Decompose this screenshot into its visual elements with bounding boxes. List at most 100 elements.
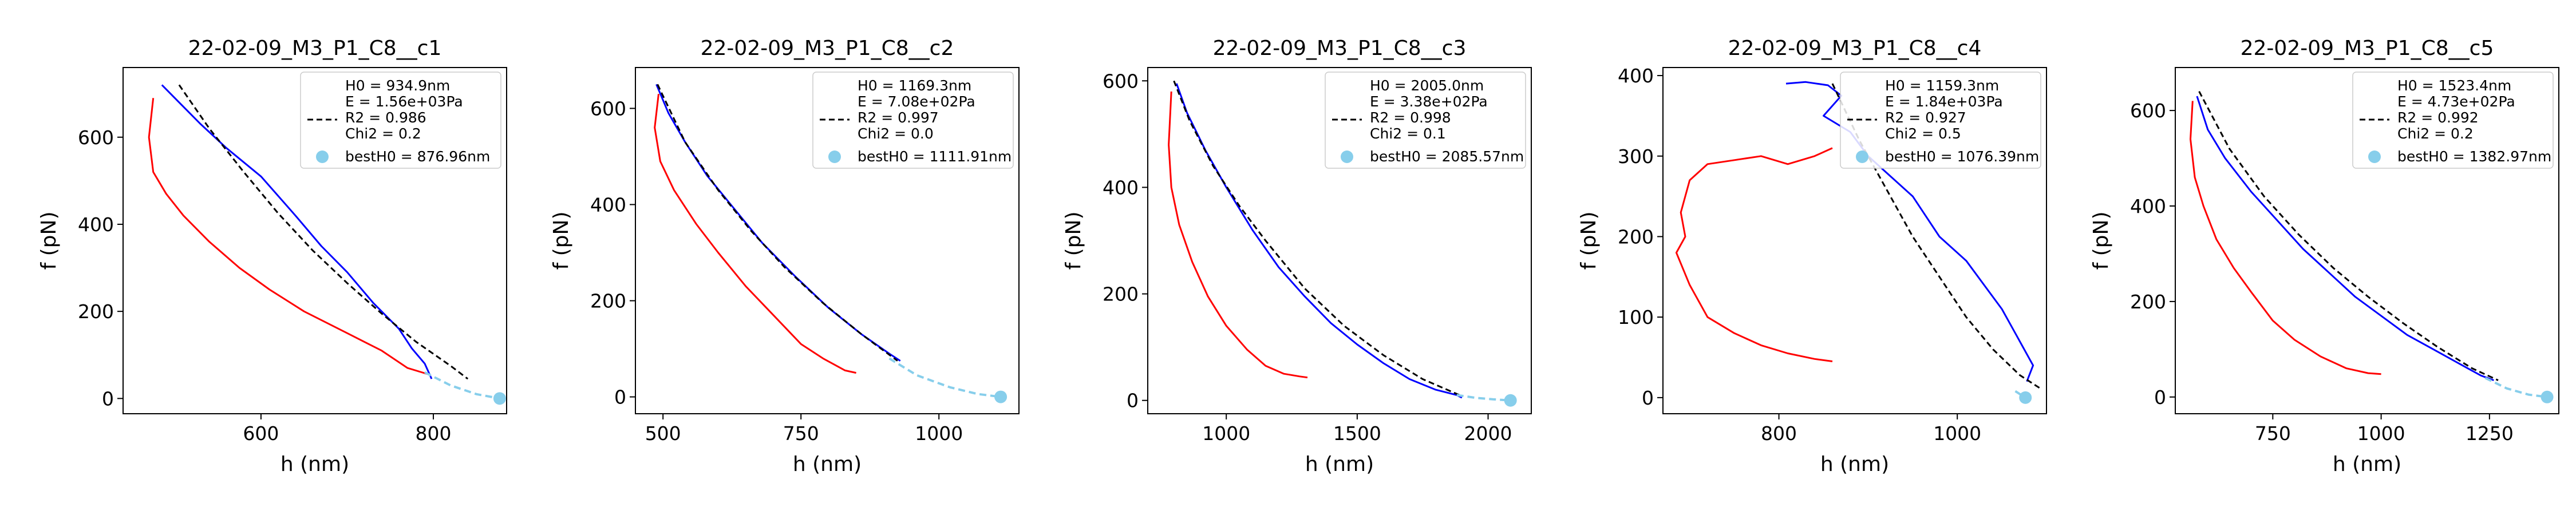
series-approach-line bbox=[655, 84, 901, 362]
best-h0-point bbox=[493, 392, 506, 405]
x-axis-label: h (nm) bbox=[793, 453, 862, 476]
chart-panel-2: 22-02-09_M3_P1_C8__c2 500 750 1000 0 200 400 60… bbox=[550, 37, 1020, 476]
chart-panel-5: 22-02-09_M3_P1_C8__c5 750 1000 1250 0 200 400 6… bbox=[2089, 37, 2559, 476]
series-approach-line bbox=[161, 84, 433, 379]
legend-fit-entry: E = 1.84e+03Pa bbox=[1885, 93, 2003, 110]
x-tick-label: 600 bbox=[243, 422, 279, 445]
chart-title: 22-02-09_M3_P1_C8__c4 bbox=[1728, 37, 1982, 60]
chart-panel-4: 22-02-09_M3_P1_C8__c4 800 1000 0 100 200 300 40… bbox=[1577, 37, 2047, 476]
x-tick-label: 1000 bbox=[1933, 422, 1981, 445]
y-axis-label: f (pN) bbox=[1577, 212, 1601, 270]
chart-title: 22-02-09_M3_P1_C8__c3 bbox=[1213, 37, 1467, 60]
y-tick-label: 0 bbox=[102, 387, 114, 410]
legend-fit-entry: Chi2 = 0.2 bbox=[345, 125, 421, 142]
y-tick-label: 0 bbox=[2154, 386, 2166, 409]
series-extrapolation-line bbox=[2014, 390, 2026, 399]
legend-best-entry: bestH0 = 1382.97nm bbox=[2397, 148, 2551, 165]
legend-box bbox=[1840, 72, 2041, 169]
x-tick-label: 500 bbox=[645, 422, 681, 445]
legend-fit-entry: R2 = 0.927 bbox=[1885, 109, 1966, 126]
y-tick-label: 400 bbox=[1618, 65, 1654, 87]
y-axis-label: f (pN) bbox=[1062, 212, 1085, 270]
legend-fit-entry: R2 = 0.986 bbox=[345, 109, 426, 126]
legend-best-swatch bbox=[316, 150, 329, 163]
x-tick-label: 750 bbox=[2255, 422, 2291, 445]
plot-frame bbox=[123, 67, 507, 414]
x-tick-label: 1500 bbox=[1333, 422, 1381, 445]
series-fit-line bbox=[1173, 80, 1463, 397]
series-retract-line bbox=[1168, 91, 1308, 379]
y-tick-label: 0 bbox=[1127, 390, 1139, 412]
legend-best-entry: bestH0 = 1111.91nm bbox=[858, 148, 1012, 165]
chart-title: 22-02-09_M3_P1_C8__c2 bbox=[701, 37, 954, 60]
y-tick-label: 200 bbox=[2130, 291, 2166, 313]
legend-best-swatch bbox=[1341, 150, 1353, 163]
legend-box bbox=[300, 72, 501, 169]
legend-box bbox=[2352, 72, 2554, 169]
y-tick-label: 600 bbox=[78, 126, 114, 149]
series-extrapolation-line bbox=[424, 371, 500, 400]
series-extrapolation-line bbox=[2484, 377, 2547, 398]
x-tick-label: 1000 bbox=[915, 422, 963, 445]
legend-fit-entry: R2 = 0.997 bbox=[858, 109, 939, 126]
best-h0-point bbox=[2541, 390, 2554, 403]
x-tick-label: 750 bbox=[783, 422, 819, 445]
y-tick-label: 600 bbox=[2130, 100, 2166, 122]
plot-area bbox=[654, 84, 1008, 403]
y-tick-label: 0 bbox=[614, 386, 626, 409]
legend-best-entry: bestH0 = 1076.39nm bbox=[1885, 148, 2039, 165]
legend-fit-entry: Chi2 = 0.1 bbox=[1370, 125, 1446, 142]
x-tick-label: 1000 bbox=[1202, 422, 1250, 445]
chart-panel-3: 22-02-09_M3_P1_C8__c3 1000 1500 2000 0 200 400… bbox=[1062, 37, 1532, 476]
plot-frame bbox=[2175, 67, 2559, 414]
x-axis-label: h (nm) bbox=[1305, 453, 1374, 476]
chart-title: 22-02-09_M3_P1_C8__c1 bbox=[188, 37, 442, 60]
x-tick-label: 1250 bbox=[2466, 422, 2514, 445]
legend-box bbox=[812, 72, 1014, 169]
legend-best-swatch bbox=[1856, 150, 1868, 163]
x-tick-label: 800 bbox=[1761, 422, 1797, 445]
legend-fit-entry: R2 = 0.992 bbox=[2397, 109, 2479, 126]
x-tick-label: 2000 bbox=[1464, 422, 1512, 445]
series-extrapolation-line bbox=[888, 357, 1001, 398]
legend-fit-entry: H0 = 1159.3nm bbox=[1885, 77, 1999, 94]
x-tick-label: 800 bbox=[416, 422, 452, 445]
series-fit-line bbox=[2198, 90, 2499, 381]
series-retract-line bbox=[2190, 101, 2381, 375]
legend-fit-entry: E = 3.38e+02Pa bbox=[1370, 93, 1488, 110]
series-fit-line bbox=[657, 84, 898, 362]
legend-fit-entry: H0 = 2005.0nm bbox=[1370, 77, 1484, 94]
y-tick-label: 400 bbox=[1103, 176, 1139, 199]
x-tick-label: 1000 bbox=[2357, 422, 2405, 445]
legend-fit-entry: E = 7.08e+02Pa bbox=[858, 93, 975, 110]
y-tick-label: 100 bbox=[1618, 306, 1654, 328]
x-axis-label: h (nm) bbox=[1820, 453, 1889, 476]
y-tick-label: 600 bbox=[590, 97, 626, 120]
series-approach-line bbox=[2196, 96, 2494, 382]
y-tick-label: 400 bbox=[590, 193, 626, 216]
legend-fit-entry: H0 = 1169.3nm bbox=[858, 77, 971, 94]
plot-frame bbox=[1662, 67, 2047, 414]
plot-area bbox=[148, 84, 506, 405]
y-tick-label: 200 bbox=[590, 290, 626, 312]
legend-best-entry: bestH0 = 876.96nm bbox=[345, 148, 490, 165]
series-retract-line bbox=[148, 98, 429, 375]
plot-frame bbox=[1147, 67, 1532, 414]
best-h0-point bbox=[2019, 391, 2032, 404]
legend-fit-entry: R2 = 0.998 bbox=[1370, 109, 1451, 126]
chart-title: 22-02-09_M3_P1_C8__c5 bbox=[2241, 37, 2494, 60]
best-h0-point bbox=[994, 390, 1008, 403]
legend-best-entry: bestH0 = 2085.57nm bbox=[1370, 148, 1524, 165]
y-axis-label: f (pN) bbox=[37, 212, 61, 270]
y-tick-label: 200 bbox=[78, 300, 114, 323]
legend-best-swatch bbox=[828, 150, 841, 163]
legend-best-swatch bbox=[2368, 150, 2381, 163]
legend-fit-entry: Chi2 = 0.5 bbox=[1885, 125, 1961, 142]
y-tick-label: 200 bbox=[1618, 225, 1654, 248]
y-axis-label: f (pN) bbox=[2089, 212, 2113, 270]
